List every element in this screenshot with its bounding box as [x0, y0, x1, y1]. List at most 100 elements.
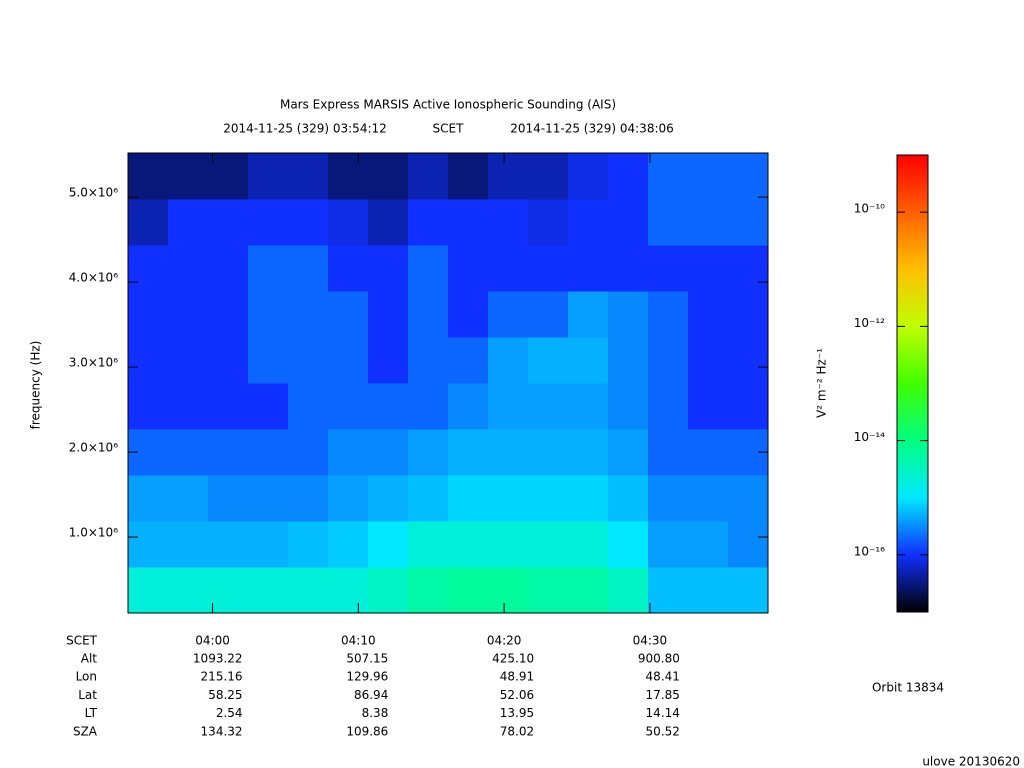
heatmap-cell [248, 383, 289, 430]
heatmap-cell [608, 429, 649, 476]
heatmap-cell [608, 383, 649, 430]
heatmap-cell [608, 337, 649, 384]
heatmap-cell [648, 337, 689, 384]
heatmap-cell [168, 521, 209, 568]
ephemeris-value: 86.94 [354, 688, 388, 702]
ephemeris-value: 13.95 [500, 706, 534, 720]
heatmap-cell [328, 153, 369, 200]
heatmap-cell [528, 199, 569, 246]
ephemeris-value: 2.54 [216, 706, 243, 720]
start-time: 2014-11-25 (329) 03:54:12 [223, 122, 387, 136]
ephemeris-value: 109.86 [346, 724, 388, 738]
heatmap-cell [408, 153, 449, 200]
heatmap-cell [568, 567, 609, 614]
heatmap-cell [328, 383, 369, 430]
heatmap-cell [488, 383, 529, 430]
ephemeris-value: 134.32 [201, 724, 243, 738]
y-tick-label: 1.0×10⁶ [69, 526, 118, 540]
colorbar [896, 154, 929, 613]
ephemeris-value: 215.16 [201, 670, 243, 684]
ephemeris-value: 900.80 [638, 652, 680, 666]
heatmap-cell [368, 199, 409, 246]
heatmap-cell [328, 337, 369, 384]
heatmap-cell [648, 199, 689, 246]
heatmap-cell [328, 245, 369, 292]
row-label: SCET [66, 634, 98, 648]
heatmap-cell [208, 383, 249, 430]
heatmap-cell [128, 337, 169, 384]
heatmap-cell [488, 521, 529, 568]
heatmap-cell [248, 245, 289, 292]
heatmap-cell [608, 153, 649, 200]
ephemeris-value: 50.52 [646, 724, 680, 738]
y-tick-label: 5.0×10⁶ [69, 186, 118, 200]
heatmap-cell [128, 475, 169, 522]
heatmap-cell [728, 567, 769, 614]
ephemeris-value: 48.91 [500, 670, 534, 684]
heatmap-cell [648, 291, 689, 338]
heatmap-cell [448, 567, 489, 614]
plot-frame [127, 152, 769, 614]
heatmap-cell [448, 337, 489, 384]
ephemeris-value: 129.96 [346, 670, 388, 684]
end-time: 2014-11-25 (329) 04:38:06 [510, 122, 674, 136]
heatmap-cell [328, 475, 369, 522]
time-system: SCET [433, 122, 465, 136]
heatmap-cell [528, 567, 569, 614]
heatmap-cell [168, 291, 209, 338]
ephemeris-value: 78.02 [500, 724, 534, 738]
heatmap-cell [448, 291, 489, 338]
y-tick-label: 4.0×10⁶ [69, 271, 118, 285]
heatmap-cell [248, 153, 289, 200]
heatmap-cell [688, 567, 729, 614]
heatmap-cell [528, 521, 569, 568]
heatmap-cell [328, 291, 369, 338]
chart-title: Mars Express MARSIS Active Ionospheric S… [280, 98, 616, 112]
heatmap-cell [408, 521, 449, 568]
heatmap-cell [128, 199, 169, 246]
heatmap-cell [328, 429, 369, 476]
heatmap-cell [488, 475, 529, 522]
heatmap-cell [248, 567, 289, 614]
ephemeris-value: 425.10 [492, 652, 534, 666]
heatmap-cell [448, 153, 489, 200]
heatmap-cell [688, 199, 729, 246]
heatmap-cell [728, 245, 769, 292]
heatmap-cell [408, 567, 449, 614]
heatmap-cell [528, 429, 569, 476]
heatmap-cell [728, 383, 769, 430]
heatmap-cell [648, 475, 689, 522]
heatmap-cell [568, 199, 609, 246]
colorbar-tick-label: 10⁻¹⁶ [854, 544, 885, 558]
heatmap-cell [608, 291, 649, 338]
heatmap-cell [688, 153, 729, 200]
heatmap-cell [368, 291, 409, 338]
ephemeris-value: 48.41 [646, 670, 680, 684]
heatmap-cell [408, 429, 449, 476]
heatmap-cell [128, 245, 169, 292]
colorbar-label: V² m⁻² Hz⁻¹ [815, 348, 829, 418]
heatmap-cell [688, 383, 729, 430]
heatmap-cell [168, 475, 209, 522]
heatmap-cell [728, 475, 769, 522]
heatmap-cell [448, 521, 489, 568]
heatmap-cell [208, 429, 249, 476]
heatmap-cell [728, 521, 769, 568]
heatmap-cell [408, 199, 449, 246]
heatmap-cell [368, 153, 409, 200]
heatmap-cell [568, 245, 609, 292]
heatmap-cell [688, 337, 729, 384]
ephemeris-value: 52.06 [500, 688, 534, 702]
heatmap-cell [288, 291, 329, 338]
heatmap-cell [248, 475, 289, 522]
heatmap-cell [368, 475, 409, 522]
row-label: LT [85, 706, 98, 720]
heatmap-cell [408, 245, 449, 292]
heatmap-cell [608, 567, 649, 614]
heatmap-cell [208, 245, 249, 292]
heatmap-cell [288, 245, 329, 292]
heatmap-cell [208, 337, 249, 384]
heatmap-cell [208, 199, 249, 246]
version: ulove 20130620 [922, 755, 1020, 768]
heatmap-cell [568, 337, 609, 384]
